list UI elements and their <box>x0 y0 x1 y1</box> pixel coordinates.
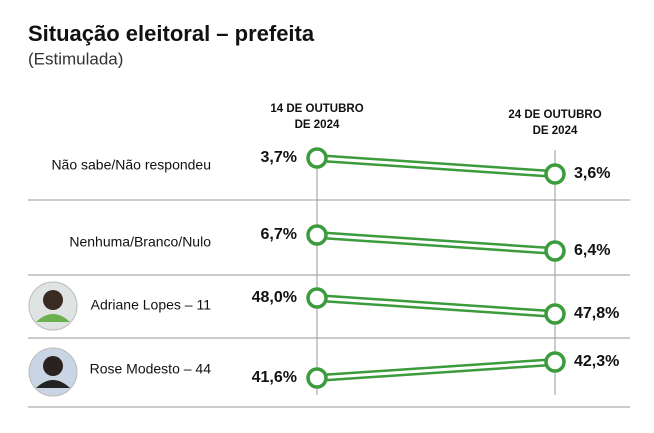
point <box>544 240 566 262</box>
slope-line-inner <box>316 233 556 253</box>
point <box>306 367 328 389</box>
point <box>544 303 566 325</box>
point <box>306 224 328 246</box>
slope-line-inner <box>316 156 556 176</box>
value-label: 47,8% <box>574 305 619 322</box>
column-header: 14 DE OUTUBRO DE 2024 <box>270 103 363 131</box>
avatar <box>28 347 78 397</box>
value-label: 3,7% <box>261 149 297 166</box>
point <box>544 351 566 373</box>
value-label: 42,3% <box>574 353 619 370</box>
row-label: Adriane Lopes – 11 <box>91 297 212 313</box>
column-header: 24 DE OUTUBRO DE 2024 <box>508 109 601 137</box>
point <box>306 287 328 309</box>
row-label: Não sabe/Não respondeu <box>51 157 211 173</box>
value-label: 6,7% <box>261 226 297 243</box>
avatar <box>28 281 78 331</box>
value-label: 3,6% <box>574 165 610 182</box>
row-label: Rose Modesto – 44 <box>90 361 212 377</box>
point <box>544 163 566 185</box>
point <box>306 147 328 169</box>
value-label: 6,4% <box>574 242 610 259</box>
chart-title: Situação eleitoral – prefeita <box>28 21 315 46</box>
row-label: Nenhuma/Branco/Nulo <box>69 234 211 250</box>
slope-line-inner <box>316 296 556 316</box>
chart-subtitle: (Estimulada) <box>28 49 123 68</box>
slope-line-inner <box>316 360 556 380</box>
value-label: 41,6% <box>252 369 297 386</box>
value-label: 48,0% <box>252 289 297 306</box>
